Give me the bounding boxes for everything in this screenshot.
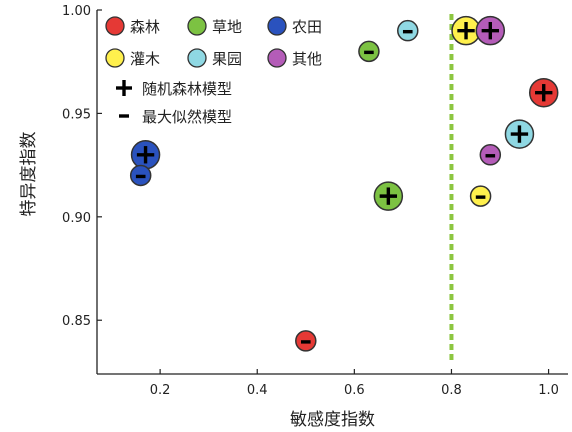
legend-label: 草地 — [212, 18, 242, 36]
x-tick-label: 0.2 — [150, 383, 171, 398]
legend-marker — [187, 16, 207, 36]
data-points — [129, 15, 559, 352]
legend-label: 其他 — [292, 50, 322, 68]
point-rf — [130, 140, 161, 170]
legend-marker — [105, 16, 125, 36]
point-ml — [479, 144, 502, 166]
x-tick-label: 0.4 — [247, 383, 268, 398]
point-rf — [528, 77, 559, 108]
legend-label: 最大似然模型 — [142, 108, 232, 126]
axes — [96, 10, 568, 375]
point-rf — [504, 119, 535, 149]
point-ml — [469, 185, 492, 207]
point-rf — [373, 181, 404, 211]
x-axis-label: 敏感度指数 — [290, 410, 375, 430]
legend-marker — [187, 48, 207, 68]
tick-marks: 0.2 0.4 0.6 0.8 1.0 0.85 0.90 0.95 1.00 — [62, 4, 559, 398]
legend-label: 果园 — [212, 50, 242, 68]
point-ml — [358, 40, 380, 63]
x-tick-label: 1.0 — [538, 383, 559, 398]
legend-label: 灌木 — [130, 50, 160, 68]
legend-label: 农田 — [292, 18, 322, 36]
point-ml — [295, 330, 317, 352]
legend-marker — [105, 48, 125, 68]
y-tick-label: 0.90 — [62, 211, 91, 226]
legend-marker — [267, 48, 287, 68]
legend-label: 森林 — [130, 18, 160, 36]
y-tick-label: 0.95 — [62, 107, 91, 122]
legend-model-rf — [116, 80, 132, 96]
x-tick-label: 0.6 — [344, 383, 365, 398]
legend-marker — [267, 16, 287, 36]
y-tick-label: 0.85 — [62, 314, 91, 329]
y-tick-label: 1.00 — [62, 4, 91, 19]
point-rf — [475, 15, 506, 46]
y-axis-label: 特异度指数 — [19, 132, 39, 217]
legend-label: 随机森林模型 — [142, 80, 232, 98]
point-ml — [397, 19, 419, 42]
point-ml — [129, 164, 152, 187]
x-tick-label: 0.8 — [441, 383, 462, 398]
